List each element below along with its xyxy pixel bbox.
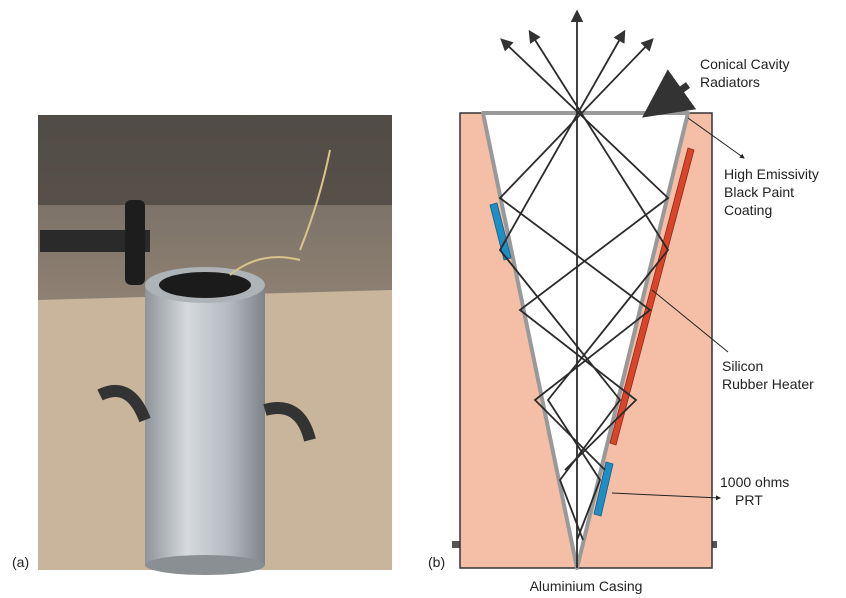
annotation: Coating [724,202,772,218]
figure: (a) (b) Conical Cavity Radiators High Em… [0,0,846,598]
annotation: Rubber Heater [722,376,814,392]
annotation: Conical Cavity [700,56,789,72]
panel-label: (b) [428,554,445,570]
annotation: Aluminium Casing [530,578,643,594]
annotation: Black Paint [724,184,794,200]
panel-label: (a) [12,554,29,570]
annotation: 1000 ohms [720,474,789,490]
annotation: PRT [735,492,763,508]
diagram [452,12,744,568]
photo [38,115,392,575]
annotation: Silicon [722,358,763,374]
annotation: Radiators [700,74,760,90]
annotation: High Emissivity [724,166,819,182]
